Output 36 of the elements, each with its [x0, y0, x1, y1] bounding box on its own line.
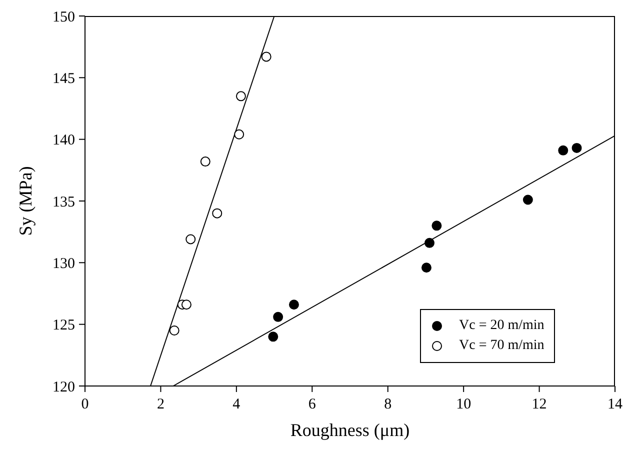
point: [268, 332, 278, 342]
y-tick-label: 140: [52, 132, 75, 149]
point: [424, 238, 434, 248]
point: [572, 142, 582, 153]
point: [186, 234, 196, 244]
x-axis-title: Roughness (μm): [290, 420, 410, 440]
point: [288, 300, 299, 310]
y-tick-label: 145: [52, 70, 75, 87]
point: [273, 312, 284, 322]
point: [234, 129, 244, 140]
point: [421, 262, 432, 273]
point: [261, 52, 272, 62]
x-tick-label: 14: [608, 396, 623, 413]
y-tick-label: 120: [52, 379, 75, 396]
point: [432, 220, 442, 231]
x-tick-label: 2: [156, 396, 164, 413]
y-tick-label: 150: [52, 9, 75, 26]
x-tick-label: 6: [308, 396, 316, 413]
x-tick-label: 0: [81, 396, 89, 413]
legend-label: Vc = 20 m/min: [459, 317, 544, 335]
point: [212, 208, 222, 218]
point: [181, 300, 192, 310]
x-tick-label: 10: [456, 396, 472, 413]
x-tick-label: 8: [384, 396, 392, 413]
point: [522, 194, 533, 205]
x-tick-label: 4: [232, 396, 241, 413]
legend-label: Vc = 70 m/min: [459, 337, 544, 355]
point: [169, 326, 180, 336]
y-axis-title: Sy (MPa): [15, 166, 36, 236]
x-tick-label: 12: [532, 396, 547, 413]
point: [200, 156, 210, 167]
point: [236, 91, 246, 102]
y-tick-label: 130: [52, 256, 75, 272]
y-tick-label: 135: [52, 194, 75, 210]
y-tick-label: 125: [52, 318, 75, 334]
point: [558, 145, 568, 156]
